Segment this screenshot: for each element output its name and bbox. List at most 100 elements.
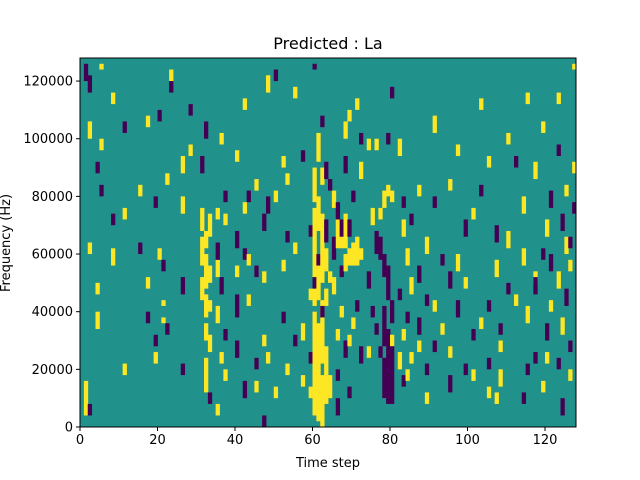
heatmap-cell-high	[533, 161, 538, 180]
heatmap-cell-low	[486, 357, 492, 370]
heatmap-cell-high	[207, 300, 213, 312]
heatmap-cell-low	[417, 317, 422, 335]
heatmap-cell-low	[312, 63, 317, 70]
heatmap-cell-high	[432, 300, 437, 312]
heatmap-cell-low	[401, 196, 406, 208]
heatmap-cell-low	[223, 190, 228, 203]
heatmap-cell-low	[235, 294, 240, 318]
heatmap-cell-high	[328, 271, 333, 283]
heatmap-cell-high	[525, 305, 530, 324]
heatmap-cell-high	[204, 230, 209, 249]
heatmap-cell-high	[378, 207, 383, 220]
heatmap-cell-high	[87, 242, 93, 255]
heatmap-cell-high	[285, 363, 290, 376]
heatmap-cell-low	[560, 213, 565, 231]
heatmap-cell-high	[219, 352, 224, 364]
heatmap-cell-high	[204, 254, 209, 289]
heatmap-cell-high	[347, 334, 352, 347]
heatmap-cell-low	[165, 323, 170, 335]
heatmap-cell-high	[262, 334, 267, 347]
heatmap-cell-high	[479, 317, 484, 329]
heatmap-cell-high	[254, 179, 259, 191]
x-tick-label: 100	[455, 433, 480, 448]
heatmap-cell-high	[111, 92, 116, 105]
heatmap-cell-low	[440, 254, 445, 266]
heatmap-cell-high	[506, 230, 511, 249]
heatmap-cell-high	[308, 288, 313, 301]
heatmap-cell-high	[200, 207, 205, 231]
heatmap-cell-low	[374, 323, 379, 335]
heatmap-cell-low	[223, 328, 228, 341]
heatmap-cell-low	[235, 340, 240, 358]
heatmap-cell-high	[242, 98, 248, 110]
heatmap-cell-low	[180, 277, 186, 295]
heatmap-cell-low	[560, 398, 565, 416]
heatmap-cell-high	[494, 392, 499, 404]
heatmap-cell-high	[382, 190, 387, 208]
heatmap-cell-high	[351, 242, 356, 266]
heatmap-cell-low	[463, 363, 468, 376]
heatmap-cell-high	[401, 328, 406, 341]
heatmap-cell-low	[390, 300, 395, 324]
heatmap-cell-high	[122, 363, 127, 376]
heatmap-cell-low	[215, 242, 220, 260]
heatmap-cell-high	[138, 184, 143, 197]
heatmap-cell-high	[471, 369, 476, 381]
heatmap-cell-high	[235, 265, 240, 278]
heatmap-cell-high	[572, 63, 577, 70]
heatmap-cell-low	[324, 219, 329, 243]
y-axis-label: Frequency (Hz)	[0, 194, 14, 292]
heatmap-cell-low	[285, 230, 290, 243]
heatmap-cell-low	[386, 369, 391, 404]
heatmap-cell-high	[409, 352, 414, 364]
heatmap-cell-low	[494, 225, 499, 243]
heatmap-cell-high	[564, 236, 569, 255]
heatmap-cell-high	[281, 259, 286, 272]
heatmap-cell-low	[548, 254, 554, 272]
heatmap-cell-high	[525, 92, 530, 105]
heatmap-cell-low	[99, 184, 104, 197]
heatmap-cell-high	[545, 219, 550, 237]
heatmap-cell-low	[386, 328, 391, 370]
heatmap-cell-high	[281, 156, 286, 168]
heatmap-cell-low	[370, 305, 375, 318]
heatmap-cell-low	[308, 352, 313, 364]
heatmap-cell-low	[200, 156, 205, 174]
heatmap-cell-low	[564, 288, 569, 306]
x-tick-label: 20	[149, 433, 166, 448]
heatmap-cell-high	[215, 403, 220, 416]
heatmap-cell-high	[545, 352, 550, 364]
heatmap-cell-low	[242, 248, 248, 260]
heatmap-cell-high	[300, 323, 306, 341]
heatmap-cells	[83, 63, 577, 427]
heatmap-cell-low	[424, 363, 430, 376]
heatmap-cell-low	[204, 121, 209, 139]
heatmap-cell-high	[521, 248, 527, 266]
heatmap-cell-low	[533, 352, 538, 364]
heatmap-cell-low	[471, 328, 476, 341]
heatmap-cell-low	[273, 69, 279, 82]
heatmap-cell-high	[424, 236, 430, 255]
heatmap-cell-high	[498, 340, 503, 353]
heatmap-cell-low	[409, 213, 414, 226]
heatmap-cell-high	[432, 115, 437, 133]
heatmap-cell-low	[401, 375, 406, 387]
heatmap-cell-low	[83, 63, 89, 82]
heatmap-cell-low	[312, 277, 317, 289]
heatmap-cell-low	[386, 265, 391, 301]
heatmap-cell-low	[188, 104, 193, 116]
x-tick-label: 60	[304, 433, 321, 448]
heatmap-cell-high	[335, 328, 341, 341]
heatmap-cell-low	[424, 294, 430, 306]
heatmap-cell-low	[111, 213, 116, 226]
heatmap-cell-low	[386, 132, 391, 145]
heatmap-cell-low	[95, 161, 100, 174]
heatmap-cell-low	[382, 357, 387, 399]
heatmap-cell-low	[541, 248, 546, 260]
heatmap-cell-high	[479, 98, 484, 110]
heatmap-cell-high	[448, 346, 453, 358]
heatmap-cell-low	[308, 225, 313, 237]
heatmap-cell-high	[246, 254, 251, 266]
heatmap-cell-high	[397, 352, 403, 370]
